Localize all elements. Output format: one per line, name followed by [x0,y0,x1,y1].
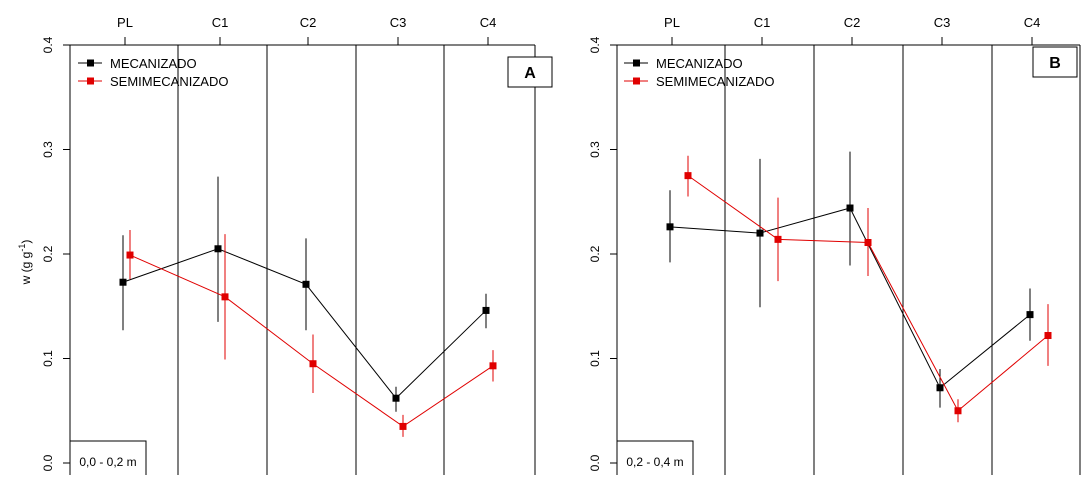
y-axis-label: w (g g-1) [17,240,33,286]
y-tick-label: 0.1 [41,350,55,367]
x-tick-label: C3 [390,15,407,30]
legend-label: MECANIZADO [110,56,197,71]
data-point-mecanizado [482,306,490,314]
data-point-semimecanizado [221,293,229,301]
x-tick-label: C4 [1024,15,1041,30]
panel-b: PL C1 C2 C3 C4 0.0 0.1 0.2 0.3 0.4 MECANIZADO SEMIM… [588,15,1081,480]
legend-marker [87,77,94,85]
depth-label: 0,2 - 0,4 m [626,455,683,469]
series-line-mecanizado [122,248,487,399]
panel-label-box [1032,46,1078,78]
y-tick-label: 0.2 [588,245,602,262]
x-tick-label: PL [664,15,680,30]
depth-label-box [69,440,147,480]
y-tick-label: 0.3 [41,141,55,158]
panel-a: PL C1 C2 C3 C4 0.0 0.1 0.2 0.3 0.4 MECANIZADO SEMIM… [41,15,553,480]
y-axis-label-tail: ) [19,240,33,244]
x-tick-label: C3 [934,15,951,30]
x-tick-label: C4 [480,15,497,30]
y-tick-label: 0.1 [588,350,602,367]
y-axis-label-superscript: -1 [17,244,27,252]
legend: MECANIZADO SEMIMECANIZADO [78,56,228,89]
panel-label: B [1049,55,1061,72]
x-tick-label: C1 [754,15,771,30]
data-point-mecanizado [666,223,674,231]
legend-label: SEMIMECANIZADO [656,74,774,89]
y-tick-label: 0.3 [588,141,602,158]
y-axis-label-main: w (g g [19,252,33,286]
legend-marker [633,59,640,67]
data-point-semimecanizado [684,172,692,180]
depth-label: 0,0 - 0,2 m [79,455,136,469]
x-tick-label: C1 [212,15,229,30]
y-tick-label: 0.0 [41,454,55,471]
legend-marker [87,59,94,67]
data-point-mecanizado [936,384,944,392]
data-point-mecanizado [1026,311,1034,319]
x-tick-label: C2 [844,15,861,30]
data-point-semimecanizado [399,422,407,430]
data-point-semimecanizado [864,239,872,247]
data-point-mecanizado [392,394,400,402]
data-point-semimecanizado [774,235,782,243]
data-point-semimecanizado [1044,332,1052,340]
data-point-semimecanizado [126,251,134,259]
legend-label: SEMIMECANIZADO [110,74,228,89]
data-point-mecanizado [119,278,127,286]
data-point-mecanizado [302,280,310,288]
legend: MECANIZADO SEMIMECANIZADO [624,56,774,89]
series-line-semimecanizado [129,254,494,428]
y-tick-label: 0.0 [588,454,602,471]
data-point-semimecanizado [309,360,317,368]
data-point-mecanizado [756,229,764,237]
panel-label-box [507,56,553,88]
data-point-semimecanizado [954,407,962,415]
y-tick-label: 0.4 [588,36,602,53]
data-point-mecanizado [846,204,854,212]
legend-label: MECANIZADO [656,56,743,71]
y-tick-label: 0.2 [41,245,55,262]
data-point-mecanizado [214,245,222,253]
y-tick-label: 0.4 [41,36,55,53]
depth-label-box [616,440,694,480]
panel-label: A [524,65,536,82]
x-tick-label: PL [117,15,133,30]
data-point-semimecanizado [489,362,497,370]
x-tick-label: C2 [300,15,317,30]
legend-marker [633,77,640,85]
